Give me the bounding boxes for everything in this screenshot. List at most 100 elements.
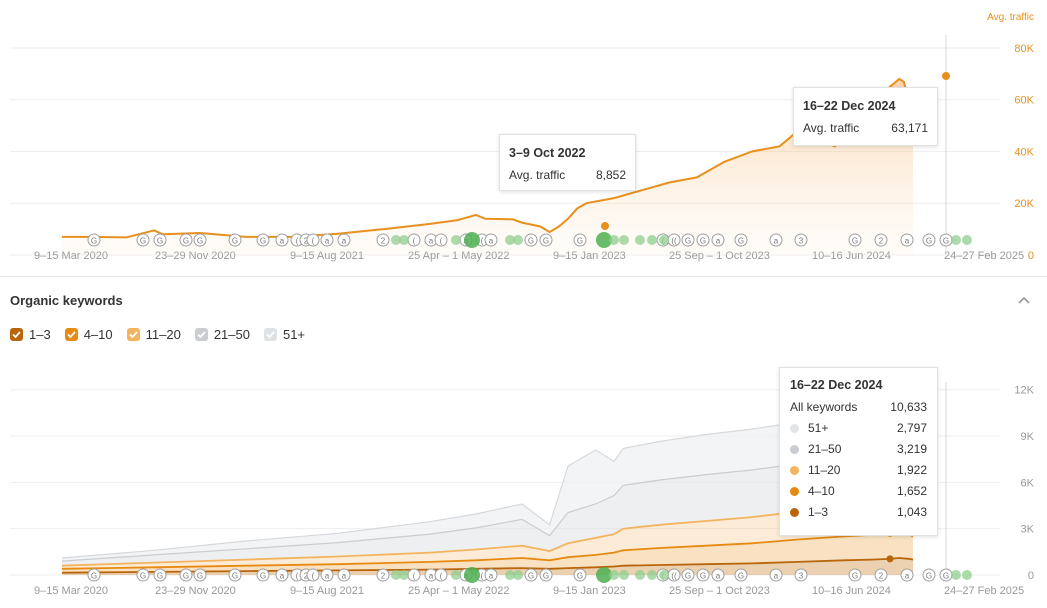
checkbox-11-20[interactable]	[126, 328, 140, 341]
legend-item-4-10[interactable]: 4–10	[64, 327, 113, 342]
update-marker-icon	[951, 570, 961, 580]
annotation-marker-icon	[900, 233, 914, 247]
annotation-marker-icon	[539, 568, 553, 582]
annotation-marker-icon	[193, 568, 207, 582]
update-marker-icon	[464, 567, 480, 583]
x-tick-label: 9–15 Aug 2021	[290, 585, 364, 597]
update-marker-icon	[596, 232, 612, 248]
annotation-marker-icon	[922, 568, 936, 582]
annotation-marker-icon	[434, 568, 448, 582]
annotation-marker-icon	[681, 568, 695, 582]
y-tick-label: 12K	[1014, 385, 1034, 397]
y-axis-title: Avg. traffic	[987, 12, 1034, 23]
annotation-marker-icon	[900, 568, 914, 582]
tooltip-label: Avg. traffic	[803, 121, 860, 135]
y-tick-label: 60K	[1014, 95, 1034, 107]
tooltip-row-value: 1,043	[896, 505, 927, 519]
annotation-marker-icon	[711, 568, 725, 582]
annotation-marker-icon	[769, 233, 783, 247]
annotation-marker-icon	[87, 233, 101, 247]
update-marker-icon	[659, 570, 669, 580]
keywords-legend: 1–3 4–10 11–20 21–50 51+	[10, 327, 319, 342]
dot-icon	[790, 486, 799, 496]
annotation-marker-icon	[256, 233, 270, 247]
annotation-marker-icon	[306, 568, 320, 582]
update-marker-icon	[647, 570, 657, 580]
annotation-marker-icon	[794, 233, 808, 247]
annotation-marker-label: (	[481, 572, 484, 581]
update-marker-icon	[513, 570, 523, 580]
annotation-marker-label: (	[312, 572, 315, 581]
tooltip-row-value: 2,797	[896, 421, 927, 435]
annotation-marker-label: (	[440, 237, 443, 246]
annotation-marker-label: a	[905, 237, 910, 246]
checkbox-51-plus[interactable]	[263, 328, 277, 341]
update-marker-icon	[513, 235, 523, 245]
annotation-marker-icon	[228, 568, 242, 582]
annotation-marker-label: ((	[671, 572, 677, 581]
annotation-marker-icon	[179, 233, 193, 247]
update-marker-icon	[951, 235, 961, 245]
legend-item-21-50[interactable]: 21–50	[194, 327, 250, 342]
update-marker-icon	[609, 235, 619, 245]
annotation-marker-icon	[337, 568, 351, 582]
data-point	[886, 555, 894, 563]
annotation-marker-label: 2	[381, 572, 386, 581]
update-marker-icon	[399, 235, 409, 245]
annotation-marker-icon	[524, 568, 538, 582]
annotation-marker-icon	[376, 233, 390, 247]
annotation-marker-label: G	[700, 572, 706, 581]
annotation-marker-label: a	[429, 572, 434, 581]
annotation-marker-icon	[306, 233, 320, 247]
annotation-marker-label: a	[489, 572, 494, 581]
checkbox-21-50[interactable]	[194, 328, 208, 341]
legend-item-11-20[interactable]: 11–20	[126, 327, 181, 342]
annotation-marker-icon	[256, 568, 270, 582]
x-tick-label: 23–29 Nov 2020	[155, 585, 236, 597]
annotation-marker-label: G	[528, 237, 534, 246]
annotation-marker-label: 2	[381, 237, 386, 246]
dot-icon	[790, 465, 799, 475]
annotation-marker-label: (	[440, 572, 443, 581]
annotation-marker-label: 2	[879, 237, 884, 246]
annotation-marker-label: (	[413, 572, 416, 581]
x-tick-label: 25 Apr – 1 May 2022	[408, 585, 510, 597]
update-marker-icon	[391, 235, 401, 245]
annotation-marker-icon	[87, 568, 101, 582]
annotation-marker-label: G	[91, 237, 97, 246]
annotation-marker-icon	[922, 233, 936, 247]
annotation-marker-label: a	[774, 237, 779, 246]
annotation-marker-icon	[320, 233, 334, 247]
annotation-marker-label: G	[91, 572, 97, 581]
data-point	[601, 222, 609, 230]
legend-item-51-plus[interactable]: 51+	[263, 327, 305, 342]
annotation-marker-label: 2	[879, 572, 884, 581]
annotation-marker-label: (	[312, 237, 315, 246]
update-marker-icon	[391, 570, 401, 580]
update-marker-icon	[635, 570, 645, 580]
annotation-marker-label: G	[183, 572, 189, 581]
checkbox-1-3[interactable]	[10, 328, 23, 341]
annotation-marker-label: G	[183, 237, 189, 246]
tooltip-row-value: 1,652	[896, 484, 927, 498]
tooltip-title: 3–9 Oct 2022	[509, 146, 586, 160]
annotation-marker-label: G	[140, 237, 146, 246]
y-tick-label: 80K	[1014, 43, 1034, 55]
annotation-marker-icon	[434, 233, 448, 247]
y-tick-label: 40K	[1014, 146, 1034, 158]
annotation-marker-label: a	[489, 237, 494, 246]
tooltip-row-value: 3,219	[896, 442, 927, 456]
traffic-area	[62, 79, 913, 255]
annotation-marker-label: G	[738, 572, 744, 581]
chevron-up-icon[interactable]	[1017, 293, 1031, 307]
update-marker-icon	[505, 570, 515, 580]
legend-item-1-3[interactable]: 1–3	[10, 327, 51, 342]
annotation-marker-label: a	[716, 572, 721, 581]
legend-label: 21–50	[213, 327, 250, 342]
annotation-marker-label: G	[852, 237, 858, 246]
checkbox-4-10[interactable]	[64, 328, 78, 341]
annotation-marker-label: a	[716, 237, 721, 246]
legend-label: 11–20	[145, 327, 181, 342]
tooltip-title: 16–22 Dec 2024	[803, 99, 896, 113]
